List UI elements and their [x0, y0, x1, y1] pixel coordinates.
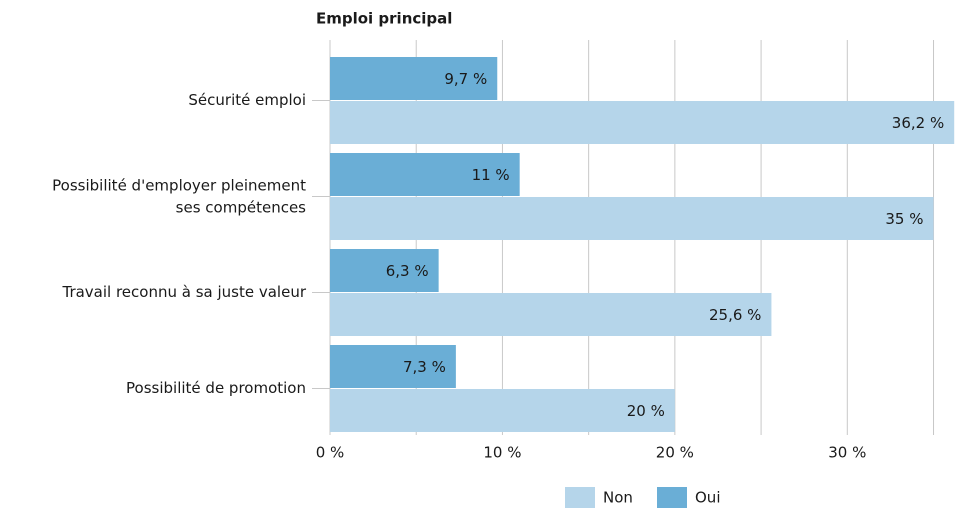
bar [330, 153, 520, 196]
legend-swatch [565, 487, 595, 508]
data-label: 35 % [885, 210, 923, 228]
bar [330, 389, 675, 432]
legend-label: Oui [695, 489, 720, 507]
bar [330, 249, 439, 292]
chart-title: Emploi principal [316, 10, 452, 28]
data-label: 6,3 % [386, 262, 429, 280]
y-tick-label: Sécurité emploi [188, 91, 306, 109]
y-tick-label: Travail reconnu à sa juste valeur [61, 283, 306, 301]
bar [330, 345, 456, 388]
data-label: 20 % [627, 402, 665, 420]
y-tick-label: Possibilité d'employer pleinement ses com… [52, 176, 306, 216]
data-label: 25,6 % [709, 306, 761, 324]
legend-swatch [657, 487, 687, 508]
data-label: 7,3 % [403, 358, 446, 376]
x-tick-label: 20 % [656, 444, 694, 462]
legend-label: Non [603, 489, 633, 507]
data-label: 36,2 % [892, 114, 944, 132]
bar [330, 293, 772, 336]
x-tick-label: 10 % [483, 444, 521, 462]
data-label: 9,7 % [444, 70, 487, 88]
y-tick-label: Possibilité de promotion [126, 379, 306, 397]
bar [330, 57, 498, 100]
bar [330, 101, 955, 144]
bar [330, 197, 934, 240]
x-tick-label: 30 % [828, 444, 866, 462]
data-label: 11 % [472, 166, 510, 184]
x-tick-label: 0 % [316, 444, 345, 462]
